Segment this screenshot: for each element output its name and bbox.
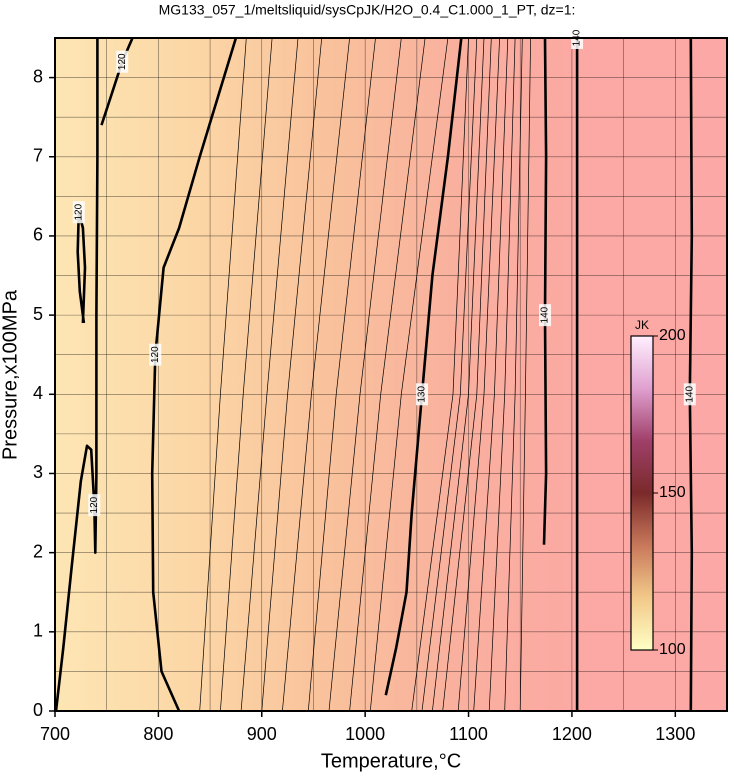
contour-line: [442, 37, 492, 712]
y-tick-label: 5: [33, 304, 43, 324]
contour-label-bg: [88, 494, 101, 517]
contour-label-text: 120: [150, 346, 161, 363]
contour-label: 120: [72, 201, 85, 224]
contour-label-text: 130: [417, 386, 428, 403]
x-tick-label: 1300: [655, 724, 695, 744]
contour-label-text: 120: [73, 203, 84, 220]
x-tick-label: 700: [40, 724, 70, 744]
contour-line: [519, 37, 531, 712]
chart-title: MG133_057_1/meltsliquid/sysCpJK/H2O_0.4_…: [159, 2, 576, 18]
y-tick-label: 7: [33, 146, 43, 166]
colorbar-tick-label: 150: [659, 484, 686, 501]
contour-label-bg: [72, 201, 85, 224]
y-tick-label: 0: [33, 700, 43, 720]
contour-line: [282, 37, 350, 712]
x-tick-label: 1000: [345, 724, 385, 744]
y-tick-label: 8: [33, 66, 43, 86]
contour-label: 140: [683, 383, 696, 406]
contour-label: 140: [539, 304, 552, 327]
contour-label-bg: [683, 383, 696, 406]
x-tick-label: 1200: [552, 724, 592, 744]
x-axis-label: Temperature,°C: [321, 750, 461, 772]
contour-line: [473, 37, 509, 712]
contour-label-text: 140: [684, 386, 695, 403]
y-tick-label: 1: [33, 621, 43, 641]
field: [55, 38, 727, 711]
x-tick-label: 900: [247, 724, 277, 744]
contour-line: [411, 37, 469, 712]
contour-label-text: 120: [89, 496, 100, 513]
colorbar: [630, 335, 654, 651]
y-tick-label: 2: [33, 541, 43, 561]
contour-line: [384, 37, 463, 696]
contour-line: [307, 37, 376, 712]
y-tick-label: 4: [33, 383, 43, 403]
contour-label-text: 140: [540, 306, 551, 323]
colorbar-label: JK: [635, 318, 649, 332]
contour-line: [432, 37, 485, 712]
x-tick-label: 1100: [449, 724, 488, 744]
y-axis-label: Pressure,x100MPa: [0, 289, 21, 460]
contour-line: [54, 38, 99, 712]
contour-line: [504, 37, 523, 712]
contour-label-bg: [539, 304, 552, 327]
colorbar-tick-label: 200: [659, 327, 686, 344]
colorbar-tick-label: 100: [659, 641, 686, 658]
contour-label-bg: [416, 383, 429, 406]
y-tick-label: 3: [33, 462, 43, 482]
y-tick-label: 6: [33, 225, 43, 245]
contour-line: [199, 37, 247, 712]
contour-label-bg: [149, 343, 162, 366]
contour-line: [457, 37, 500, 712]
contour-label: 120: [149, 343, 162, 366]
plot-frame: [54, 37, 728, 712]
contour-label-bg: [116, 50, 129, 73]
contour-line: [421, 37, 478, 712]
contour-label: 120: [116, 50, 129, 73]
contour-line: [261, 37, 323, 712]
contour-label-text: 120: [117, 53, 128, 70]
contour-line: [100, 37, 134, 126]
contour-line: [240, 37, 299, 712]
contour-line: [488, 37, 516, 712]
contour-line: [220, 37, 273, 712]
contour-line: [349, 37, 426, 712]
x-tick-label: 800: [143, 724, 173, 744]
contour-line: [369, 37, 449, 712]
contour-label: 120: [88, 494, 101, 517]
contour-label: 130: [416, 383, 429, 406]
contour-line: [328, 37, 402, 712]
